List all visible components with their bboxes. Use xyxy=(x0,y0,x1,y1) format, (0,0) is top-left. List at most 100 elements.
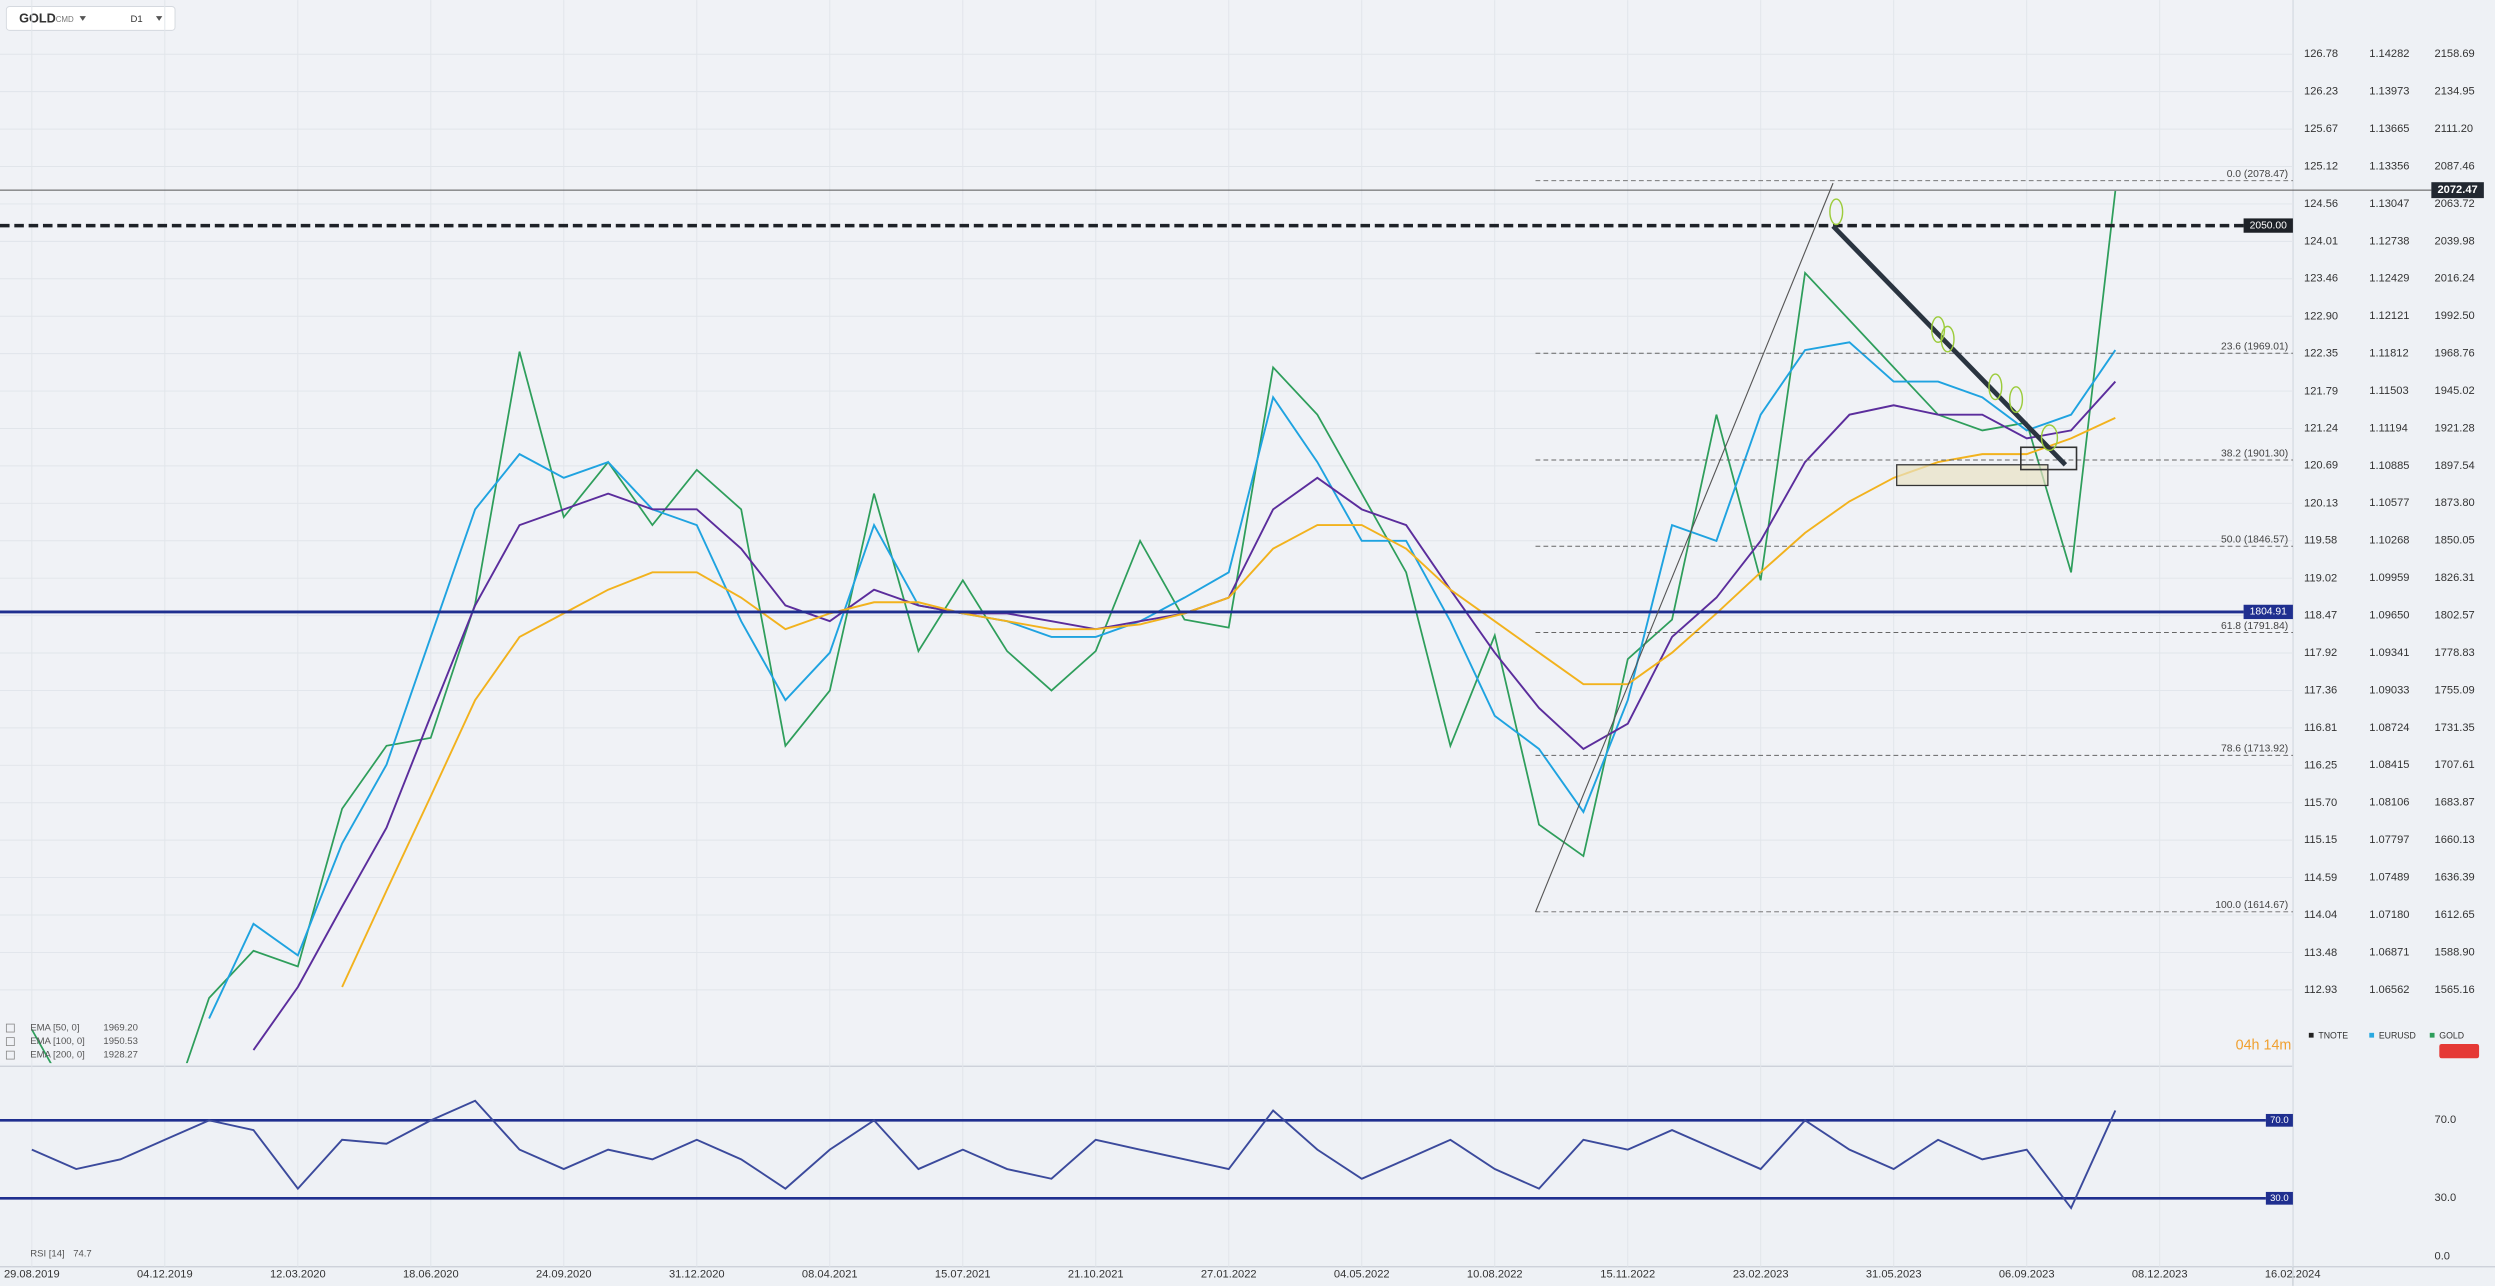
eurusd-tick-label: 1.08724 xyxy=(2369,722,2409,734)
axis-legend-swatch xyxy=(2429,1032,2435,1038)
tnote-tick-label: 119.02 xyxy=(2304,573,2337,585)
rsi-level-box xyxy=(2265,1113,2293,1127)
gold-tick-label: 1755.09 xyxy=(2435,684,2475,696)
rsi-level-box xyxy=(2265,1191,2293,1205)
eurusd-tick-label: 1.09341 xyxy=(2369,647,2409,659)
eurusd-tick-label: 1.14282 xyxy=(2369,48,2409,60)
rsi-legend-name: RSI [14] xyxy=(30,1249,64,1260)
level-box xyxy=(2243,218,2293,233)
x-tick-label: 27.01.2022 xyxy=(1201,1269,1257,1281)
tnote-tick-label: 122.90 xyxy=(2304,310,2338,322)
eurusd-tick-label: 1.12429 xyxy=(2369,273,2409,285)
axis-legend-name: EURUSD xyxy=(2379,1030,2416,1040)
axis-legend-name: GOLD xyxy=(2439,1030,2464,1040)
eurusd-tick-label: 1.08415 xyxy=(2369,759,2409,771)
eurusd-tick-label: 1.07180 xyxy=(2369,909,2409,921)
highlight xyxy=(1930,316,1946,343)
tnote-tick-label: 126.78 xyxy=(2304,48,2338,60)
plot xyxy=(0,0,2432,1267)
fib-label: 23.6 (1969.01) xyxy=(2221,342,2288,353)
eurusd-tick-label: 1.13047 xyxy=(2369,198,2409,210)
x-tick-label: 04.12.2019 xyxy=(137,1269,193,1281)
tnote-tick-label: 115.15 xyxy=(2304,834,2337,846)
tnote-tick-label: 116.25 xyxy=(2304,760,2337,772)
price-panel xyxy=(0,0,2293,1063)
tnote-tick-label: 120.69 xyxy=(2304,460,2338,472)
x-tick-label: 04.05.2022 xyxy=(1334,1269,1390,1281)
indicator-line xyxy=(208,341,2117,1019)
fib-label: 100.0 (1614.67) xyxy=(2215,900,2288,911)
tnote-tick-label: 118.47 xyxy=(2304,610,2337,622)
x-tick-label: 10.08.2022 xyxy=(1467,1269,1523,1281)
gold-tick-label: 1612.65 xyxy=(2435,909,2475,921)
rsi-level-label: 30.0 xyxy=(2270,1193,2289,1204)
gold-tick-label: 1945.02 xyxy=(2435,385,2475,397)
fib-label: 0.0 (2078.47) xyxy=(2227,169,2288,180)
drawings xyxy=(1534,182,2078,913)
gold-tick-label: 1802.57 xyxy=(2435,610,2475,622)
x-tick-label: 06.09.2023 xyxy=(1999,1269,2055,1281)
tnote-tick-label: 116.81 xyxy=(2304,722,2337,734)
axis-legend-name: TNOTE xyxy=(2318,1030,2348,1040)
timeframe[interactable]: D1 xyxy=(130,14,142,25)
eurusd-tick-label: 1.12738 xyxy=(2369,235,2409,247)
x-tick-label: 23.02.2023 xyxy=(1733,1269,1789,1281)
tnote-tick-label: 120.13 xyxy=(2304,498,2338,510)
tnote-tick-label: 122.35 xyxy=(2304,347,2338,359)
fib-label: 78.6 (1713.92) xyxy=(2221,744,2288,755)
eurusd-tick-label: 1.07797 xyxy=(2369,834,2409,846)
indicator-line xyxy=(341,416,2116,988)
tnote-tick-label: 115.70 xyxy=(2304,797,2337,809)
price-series xyxy=(31,190,2117,1064)
fib-trendline xyxy=(1534,182,1834,913)
support-zone xyxy=(1896,464,2049,487)
current-price: 2072.47 xyxy=(2437,184,2477,196)
eurusd-tick-label: 1.11503 xyxy=(2369,385,2408,397)
legend-icon xyxy=(5,1050,15,1060)
eurusd-tick-label: 1.09650 xyxy=(2369,610,2409,622)
tnote-tick-label: 126.23 xyxy=(2304,85,2338,97)
price-box xyxy=(2431,182,2484,199)
eurusd-tick-label: 1.08106 xyxy=(2369,797,2409,809)
rsi-tick-label: 0.0 xyxy=(2435,1251,2450,1263)
gold-marker xyxy=(2439,1043,2480,1059)
eurusd-tick-label: 1.11812 xyxy=(2369,348,2408,360)
x-tick-label: 31.12.2020 xyxy=(669,1269,725,1281)
fib-label: 38.2 (1901.30) xyxy=(2221,448,2288,459)
gold-tick-label: 1921.28 xyxy=(2435,422,2475,434)
x-tick-label: 15.07.2021 xyxy=(935,1269,991,1281)
symbol-box[interactable] xyxy=(5,6,176,31)
eurusd-tick-label: 1.11194 xyxy=(2369,422,2408,434)
axis-legend-swatch xyxy=(2308,1032,2314,1038)
market: CMD xyxy=(56,15,74,24)
eurusd-tick-label: 1.09959 xyxy=(2369,572,2409,584)
overlay: 2158.69 2134.95 2111.20 2087.46 2063.72 2039.… xyxy=(4,48,2484,1281)
eurusd-tick-label: 1.13973 xyxy=(2369,86,2409,98)
highlight xyxy=(1988,373,2003,401)
gold-tick-label: 2158.69 xyxy=(2435,48,2475,60)
eurusd-tick-label: 1.10885 xyxy=(2369,460,2409,472)
gold-tick-label: 2087.46 xyxy=(2435,160,2475,172)
eurusd-tick-label: 1.10268 xyxy=(2369,535,2409,547)
highlight xyxy=(1940,325,1955,353)
tnote-tick-label: 121.79 xyxy=(2304,385,2338,397)
x-tick-label: 31.05.2023 xyxy=(1866,1269,1922,1281)
gold-tick-label: 1850.05 xyxy=(2435,535,2475,547)
x-tick-label: 16.02.2024 xyxy=(2265,1269,2321,1281)
trendline xyxy=(1831,224,2068,467)
gold-tick-label: 1660.13 xyxy=(2435,834,2475,846)
level-label: 2050.00 xyxy=(2250,220,2288,231)
toolbar: GOLD CMD D1 xyxy=(5,6,176,31)
tnote-tick-label: 117.36 xyxy=(2304,685,2337,697)
eurusd-tick-label: 1.12121 xyxy=(2369,310,2409,322)
gold-tick-label: 1873.80 xyxy=(2435,497,2475,509)
tnote-tick-label: 125.12 xyxy=(2304,160,2338,172)
tnote-tick-label: 123.46 xyxy=(2304,272,2338,284)
gold-tick-label: 2016.24 xyxy=(2435,273,2475,285)
tnote-tick-label: 112.93 xyxy=(2304,984,2337,996)
tnote-tick-label: 114.04 xyxy=(2304,909,2337,921)
gold-tick-label: 2111.20 xyxy=(2435,123,2474,135)
legend-icon xyxy=(5,1037,15,1046)
tnote-tick-label: 119.58 xyxy=(2304,535,2337,547)
